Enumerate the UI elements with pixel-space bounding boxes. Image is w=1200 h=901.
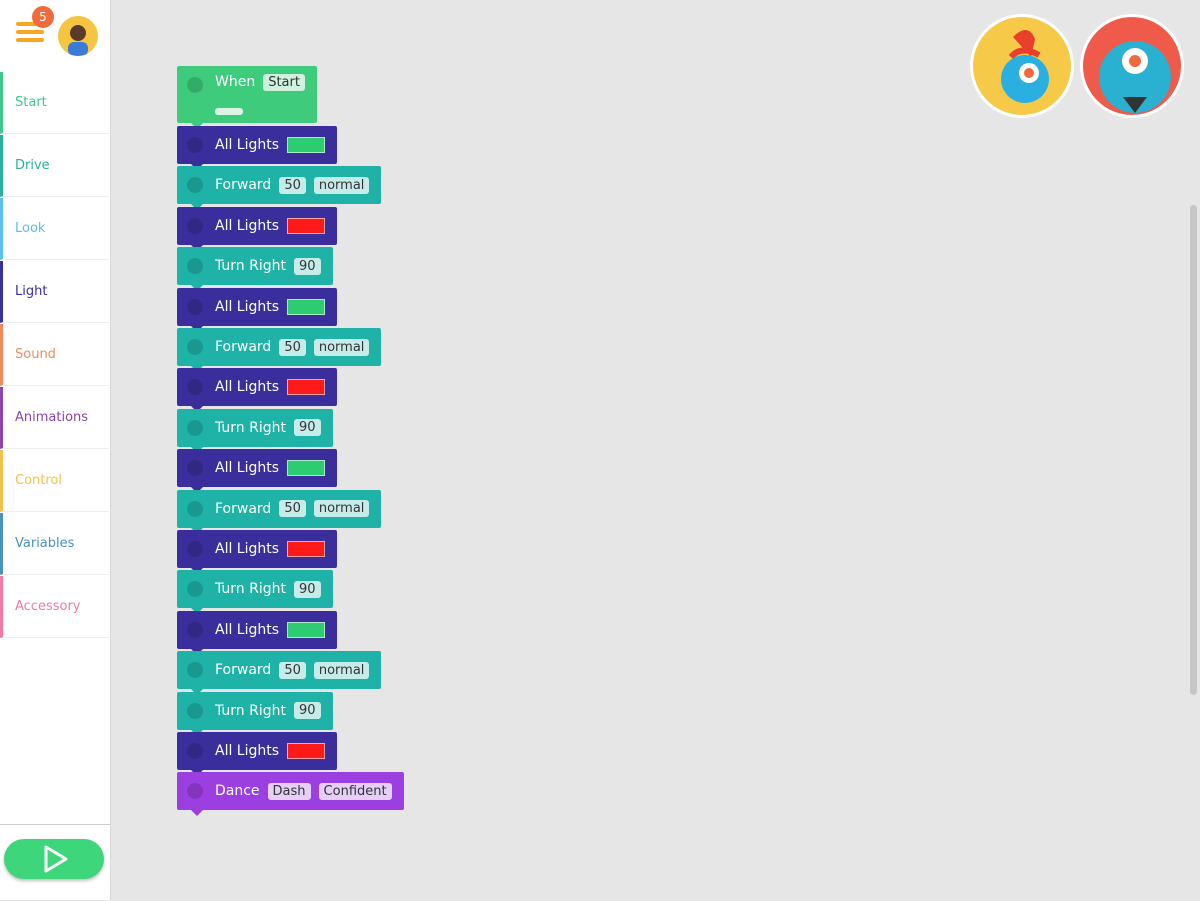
block-param[interactable]: 90 (294, 580, 321, 598)
block-label: Turn Right (215, 258, 286, 275)
code-block[interactable]: All Lights (177, 206, 338, 251)
block-handle (187, 379, 203, 396)
block-handle (187, 662, 203, 679)
block-param[interactable]: normal (313, 500, 370, 518)
block-handle (187, 541, 203, 557)
light-swatch[interactable] (287, 137, 326, 153)
scrollbar[interactable] (1190, 205, 1197, 695)
block-param[interactable]: normal (313, 338, 370, 356)
block-param[interactable]: normal (313, 661, 370, 679)
block-notch (191, 810, 203, 817)
code-block[interactable]: All Lights (177, 287, 338, 332)
block-label: Turn Right (215, 581, 286, 598)
robot-dot-avatar[interactable] (970, 14, 1074, 118)
block-label: All Lights (215, 298, 280, 315)
block-handle (187, 460, 203, 477)
block-label: All Lights (215, 137, 280, 153)
block-label: When (215, 74, 256, 90)
code-block[interactable]: All Lights (177, 610, 338, 655)
block-handle (187, 621, 203, 638)
block-label: All Lights (215, 460, 280, 477)
block-handle (187, 581, 203, 598)
block-handle (187, 419, 203, 436)
category-tab[interactable]: Variables (0, 513, 109, 575)
category-tab[interactable]: Sound (0, 324, 109, 386)
block-handle (187, 743, 203, 759)
light-swatch[interactable] (287, 460, 326, 477)
code-block[interactable]: All Lights (177, 126, 338, 170)
block-param[interactable]: 90 (294, 257, 321, 275)
code-block[interactable]: All Lights (177, 530, 338, 574)
block-label: Forward (215, 500, 272, 517)
block-param[interactable]: 50 (279, 338, 306, 356)
code-block[interactable]: Forward 50 normal (177, 166, 382, 211)
block-param[interactable]: 90 (294, 702, 321, 720)
block-param[interactable]: 50 (279, 176, 306, 194)
block-label: Turn Right (215, 419, 286, 436)
block-label: All Lights (215, 621, 280, 638)
category-tab[interactable]: Animations (0, 387, 109, 449)
block-label: All Lights (215, 541, 280, 557)
block-handle (187, 339, 203, 355)
category-tab[interactable]: Control (0, 450, 109, 512)
category-tab[interactable]: Drive (0, 135, 109, 197)
category-tab[interactable]: Start (0, 72, 109, 134)
category-tab[interactable]: Look (0, 198, 109, 260)
block-label: Forward (215, 339, 272, 355)
play-button[interactable] (4, 839, 104, 879)
code-block[interactable]: All Lights (177, 368, 338, 413)
code-block[interactable]: When Start (177, 66, 317, 129)
block-label: Turn Right (215, 702, 286, 719)
category-tab[interactable]: Accessory (0, 576, 109, 638)
block-param[interactable]: normal (313, 176, 370, 194)
block-label: Forward (215, 177, 272, 194)
light-swatch[interactable] (287, 217, 326, 234)
code-block[interactable]: All Lights (177, 732, 338, 776)
code-block[interactable]: Dance Dash Confident (177, 772, 404, 817)
code-block[interactable]: Forward 50 normal (177, 328, 382, 372)
code-block[interactable]: Forward 50 normal (177, 651, 382, 696)
code-block[interactable]: Turn Right 90 (177, 247, 333, 292)
block-param[interactable]: Dash (267, 782, 311, 800)
block-handle (187, 783, 203, 800)
light-swatch[interactable] (287, 379, 326, 396)
block-param[interactable]: Start (263, 74, 305, 91)
light-swatch[interactable] (287, 621, 326, 638)
block-handle (187, 298, 203, 315)
light-swatch[interactable] (287, 298, 326, 315)
code-block[interactable]: Turn Right 90 (177, 408, 333, 453)
block-param[interactable]: 90 (294, 419, 321, 437)
block-handle (187, 702, 203, 719)
block-handle (187, 500, 203, 517)
code-block[interactable]: Forward 50 normal (177, 489, 382, 534)
light-swatch[interactable] (287, 743, 326, 759)
robot-dash-avatar[interactable] (1080, 14, 1184, 118)
sidebar: 5 Start Drive Look Light Sound Animations Cont… (0, 0, 111, 900)
block-label: All Lights (215, 217, 280, 234)
light-swatch[interactable] (287, 541, 326, 557)
block-label: All Lights (215, 743, 280, 759)
notification-badge: 5 (32, 6, 54, 28)
category-tab[interactable]: Light (0, 261, 109, 323)
block-param[interactable]: 50 (279, 661, 306, 679)
play-bar (0, 824, 110, 901)
block-handle (187, 77, 203, 93)
block-label: Dance (215, 783, 260, 800)
user-avatar[interactable] (58, 16, 98, 56)
block-param[interactable]: 50 (279, 500, 306, 518)
menu-button[interactable] (16, 22, 44, 46)
block-handle (187, 137, 203, 153)
block-handle (187, 217, 203, 234)
block-handle (187, 177, 203, 194)
hat-bar (215, 108, 243, 115)
code-block[interactable]: All Lights (177, 449, 338, 494)
block-label: All Lights (215, 379, 280, 396)
block-label: Forward (215, 662, 272, 679)
code-block[interactable]: Turn Right 90 (177, 691, 333, 736)
block-param[interactable]: Confident (318, 782, 392, 800)
code-block[interactable]: Turn Right 90 (177, 570, 333, 615)
block-handle (187, 258, 203, 275)
